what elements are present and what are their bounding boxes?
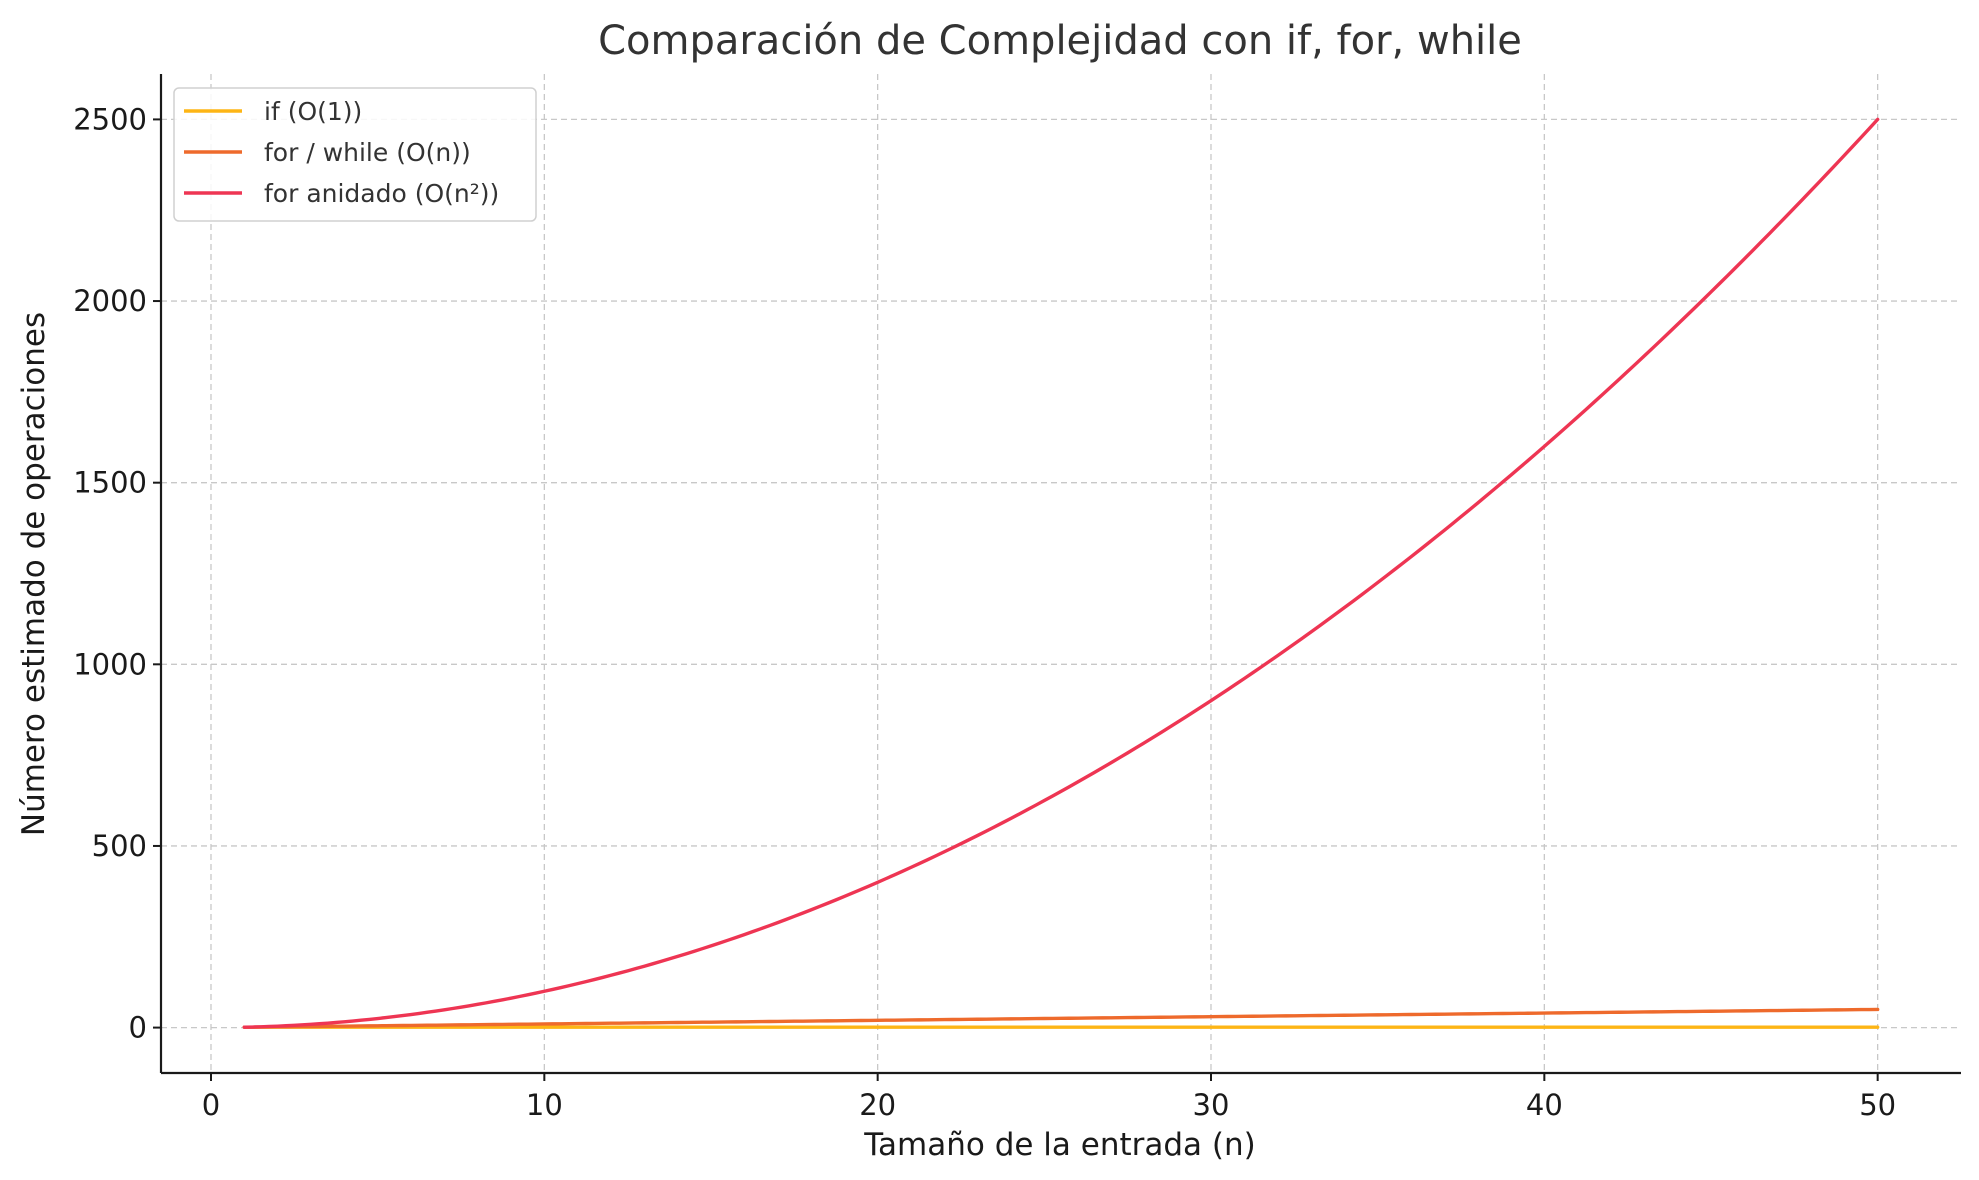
grid — [161, 74, 1961, 1073]
series-line-2 — [242, 117, 1880, 1029]
y-tick-label: 2500 — [73, 102, 147, 136]
y-axis-label: Número estimado de operaciones — [16, 312, 52, 836]
chart-title: Comparación de Complejidad con if, for, … — [598, 18, 1522, 64]
y-tick-label: 500 — [92, 829, 147, 863]
x-tick-label: 10 — [526, 1088, 563, 1122]
y-tick-label: 0 — [129, 1011, 147, 1045]
x-tick-label: 40 — [1526, 1088, 1563, 1122]
x-tick-label: 20 — [859, 1088, 896, 1122]
legend-box — [173, 87, 537, 222]
y-tick-label: 1000 — [73, 647, 147, 681]
x-axis-label: Tamaño de la entrada (n) — [863, 1127, 1256, 1163]
legend: if (O(1)) for / while (O(n)) for anidado (… — [173, 87, 537, 222]
legend-label-0: if (O(1)) — [264, 97, 362, 126]
x-tick-label: 0 — [202, 1088, 220, 1122]
legend-label-2: for anidado (O(n²)) — [264, 179, 499, 208]
plot-series — [242, 117, 1880, 1029]
y-tick-label: 2000 — [73, 284, 147, 318]
x-tick-label: 30 — [1193, 1088, 1230, 1122]
legend-label-1: for / while (O(n)) — [264, 138, 471, 167]
series-line-1 — [242, 1007, 1880, 1029]
x-tick-label: 50 — [1859, 1088, 1896, 1122]
y-tick-label: 1500 — [73, 466, 147, 500]
